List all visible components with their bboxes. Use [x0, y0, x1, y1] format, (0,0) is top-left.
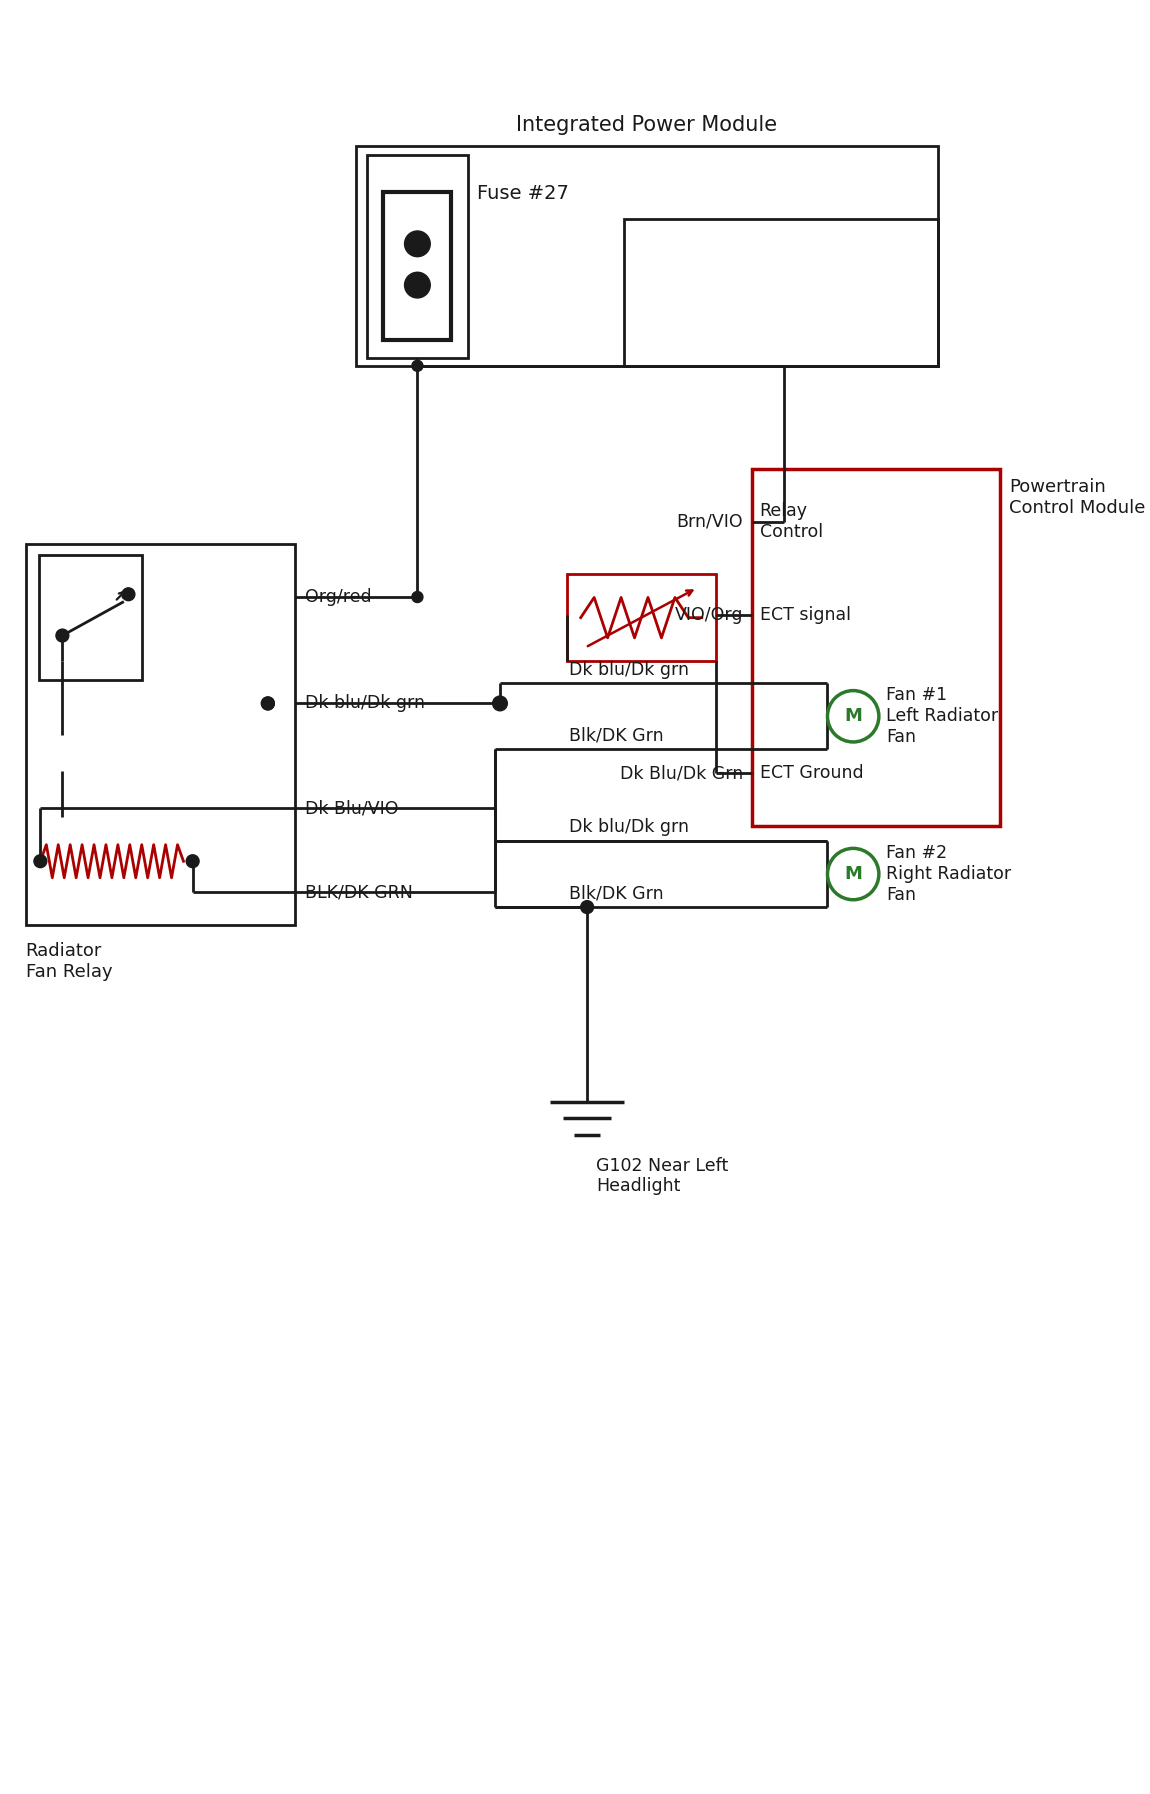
Text: Dk blu/Dk grn: Dk blu/Dk grn [305, 694, 424, 712]
Bar [383, 192, 451, 341]
Text: Dk Blu/VIO: Dk Blu/VIO [305, 798, 398, 816]
Text: ECT signal: ECT signal [760, 606, 851, 624]
Circle shape [186, 854, 199, 868]
Bar [39, 554, 143, 680]
Circle shape [581, 901, 593, 913]
Text: G102 Near Left
Headlight: G102 Near Left Headlight [597, 1157, 729, 1195]
Text: BLK/DK GRN: BLK/DK GRN [305, 883, 413, 901]
Circle shape [405, 273, 430, 298]
Text: Fuse #27: Fuse #27 [477, 183, 569, 203]
Text: Dk blu/Dk grn: Dk blu/Dk grn [569, 818, 689, 836]
Bar [25, 544, 296, 926]
Bar [623, 219, 937, 366]
Text: Powertrain
Control Module: Powertrain Control Module [1010, 477, 1145, 517]
Text: Brn/VIO: Brn/VIO [676, 513, 743, 531]
Text: Integrated Power Module: Integrated Power Module [516, 115, 777, 135]
Circle shape [412, 361, 423, 371]
Text: M: M [844, 865, 862, 883]
Text: Dk blu/Dk grn: Dk blu/Dk grn [569, 660, 689, 678]
Text: Fan #2
Right Radiator
Fan: Fan #2 Right Radiator Fan [887, 845, 1011, 904]
Circle shape [412, 592, 423, 603]
Circle shape [56, 630, 69, 642]
Text: Blk/DK Grn: Blk/DK Grn [569, 884, 664, 902]
Text: Fan #1
Left Radiator
Fan: Fan #1 Left Radiator Fan [887, 687, 998, 746]
Bar [752, 468, 1000, 827]
Circle shape [261, 698, 275, 710]
Text: Relay
Control: Relay Control [760, 502, 822, 542]
Bar [356, 145, 937, 366]
Text: Radiator
Fan Relay: Radiator Fan Relay [25, 942, 113, 981]
Circle shape [405, 231, 430, 257]
Circle shape [122, 588, 135, 601]
Circle shape [492, 696, 507, 710]
Text: M: M [844, 707, 862, 725]
Circle shape [34, 854, 47, 868]
Text: Dk Blu/Dk Grn: Dk Blu/Dk Grn [620, 764, 743, 782]
Circle shape [261, 698, 275, 710]
Bar [567, 574, 715, 662]
Text: ECT Ground: ECT Ground [760, 764, 864, 782]
Bar [367, 154, 468, 359]
Text: Blk/DK Grn: Blk/DK Grn [569, 727, 664, 745]
Text: Org/red: Org/red [305, 588, 371, 606]
Text: VIO/Org: VIO/Org [675, 606, 743, 624]
